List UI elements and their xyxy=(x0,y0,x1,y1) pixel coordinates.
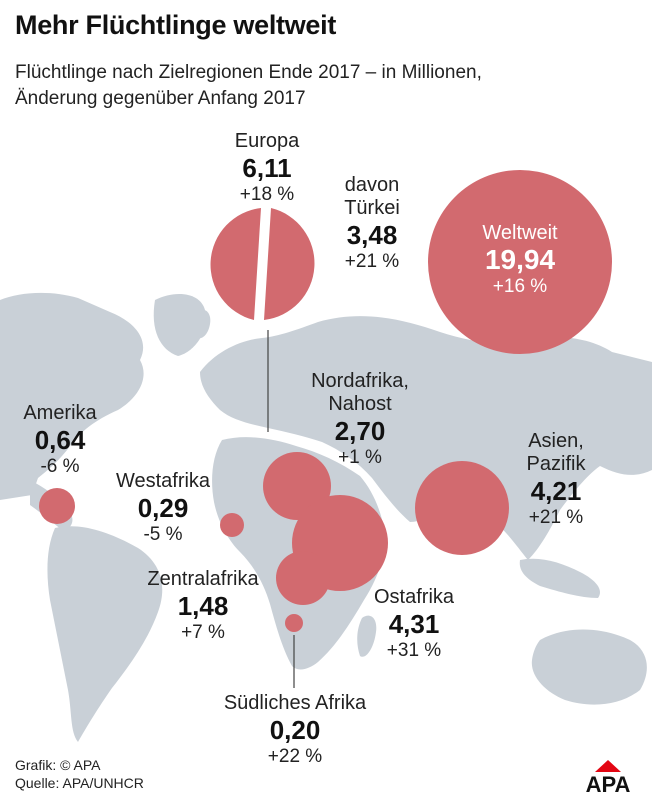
asien-name-line-2: Pazifik xyxy=(526,453,586,475)
europa-name: Europa xyxy=(234,130,300,152)
subtitle-line-2: Änderung gegenüber Anfang 2017 xyxy=(15,88,306,109)
landmass-japan xyxy=(603,398,622,437)
chart-title: Mehr Flüchtlinge weltweit xyxy=(15,10,337,40)
label-amerika: Amerika 0,64 -6 % xyxy=(10,402,110,478)
apa-logo: APA xyxy=(586,760,631,794)
ostafrika-name: Ostafrika xyxy=(373,586,455,608)
weltweit-change: +16 % xyxy=(492,276,548,297)
landmass-eurasia xyxy=(200,316,652,560)
tuerkei-change: +21 % xyxy=(344,251,400,272)
weltweit-value: 19,94 xyxy=(484,244,556,275)
weltweit-bubble xyxy=(428,170,612,354)
westafrika-change: -5 % xyxy=(143,524,183,545)
graphic-credit: Grafik: © APA xyxy=(15,757,101,773)
asien-value: 4,21 xyxy=(530,476,582,506)
westafrika-name: Westafrika xyxy=(115,470,211,492)
landmass-greenland xyxy=(153,294,206,356)
suedliches-afrika-change: +22 % xyxy=(267,746,323,767)
nordafrika-change: +1 % xyxy=(338,447,382,468)
zentralafrika-bubble xyxy=(276,551,330,605)
label-weltweit: Weltweit 19,94 +16 % xyxy=(460,222,580,298)
landmass-southeast-asia xyxy=(519,558,600,598)
apa-logo-triangle xyxy=(595,760,621,772)
ostafrika-value: 4,31 xyxy=(388,609,440,639)
label-nordafrika: Nordafrika, Nahost 2,70 +1 % xyxy=(300,370,420,469)
amerika-change: -6 % xyxy=(40,456,80,477)
landmass-south-america xyxy=(47,526,163,742)
chart-subtitle: Flüchtlinge nach Zielregionen Ende 2017 … xyxy=(15,60,615,112)
europa-change: +18 % xyxy=(239,184,295,205)
landmass-madagascar xyxy=(357,615,377,657)
label-asien: Asien, Pazifik 4,21 +21 % xyxy=(506,430,606,529)
nordafrika-name-line-1: Nordafrika, xyxy=(311,370,409,392)
label-ostafrika: Ostafrika 4,31 +31 % xyxy=(364,586,464,662)
label-suedliches-afrika: Südliches Afrika 0,20 +22 % xyxy=(210,692,380,768)
zentralafrika-value: 1,48 xyxy=(177,591,229,621)
tuerkei-name-line-1: davon xyxy=(344,174,400,196)
westafrika-value: 0,29 xyxy=(137,493,189,523)
source-credit: Quelle: APA/UNHCR xyxy=(15,775,144,791)
europa-bubble xyxy=(210,208,315,320)
suedliches-afrika-name: Südliches Afrika xyxy=(223,692,367,714)
tuerkei-name-line-2: Türkei xyxy=(344,197,400,219)
zentralafrika-change: +7 % xyxy=(181,622,225,643)
label-europa: Europa 6,11 +18 % xyxy=(222,130,312,206)
label-zentralafrika: Zentralafrika 1,48 +7 % xyxy=(134,568,272,644)
asien-name-line-1: Asien, xyxy=(528,430,584,452)
amerika-name: Amerika xyxy=(23,402,97,424)
zentralafrika-name: Zentralafrika xyxy=(147,568,259,590)
label-westafrika: Westafrika 0,29 -5 % xyxy=(108,470,218,546)
westafrika-bubble xyxy=(220,513,244,537)
europa-value: 6,11 xyxy=(242,153,292,183)
landmass-uk xyxy=(192,309,211,339)
source-credits: Grafik: © APA Quelle: APA/UNHCR xyxy=(15,756,144,792)
europa-rest-segment xyxy=(210,208,261,320)
tuerkei-segment xyxy=(264,208,315,320)
tuerkei-value: 3,48 xyxy=(346,220,398,250)
amerika-bubble xyxy=(39,488,75,524)
nordafrika-name-line-2: Nahost xyxy=(328,393,392,415)
suedliches-afrika-bubble xyxy=(285,614,303,632)
label-tuerkei: davon Türkei 3,48 +21 % xyxy=(330,174,414,273)
weltweit-name: Weltweit xyxy=(482,222,558,244)
landmass-north-america xyxy=(0,292,144,500)
apa-logo-text: APA xyxy=(586,772,631,794)
subtitle-line-1: Flüchtlinge nach Zielregionen Ende 2017 … xyxy=(15,62,482,83)
amerika-value: 0,64 xyxy=(34,425,86,455)
asien-bubble xyxy=(415,461,509,555)
ostafrika-change: +31 % xyxy=(386,640,442,661)
suedliches-afrika-value: 0,20 xyxy=(269,715,321,745)
asien-change: +21 % xyxy=(528,507,584,528)
nordafrika-value: 2,70 xyxy=(334,416,386,446)
landmass-australia xyxy=(531,629,647,705)
